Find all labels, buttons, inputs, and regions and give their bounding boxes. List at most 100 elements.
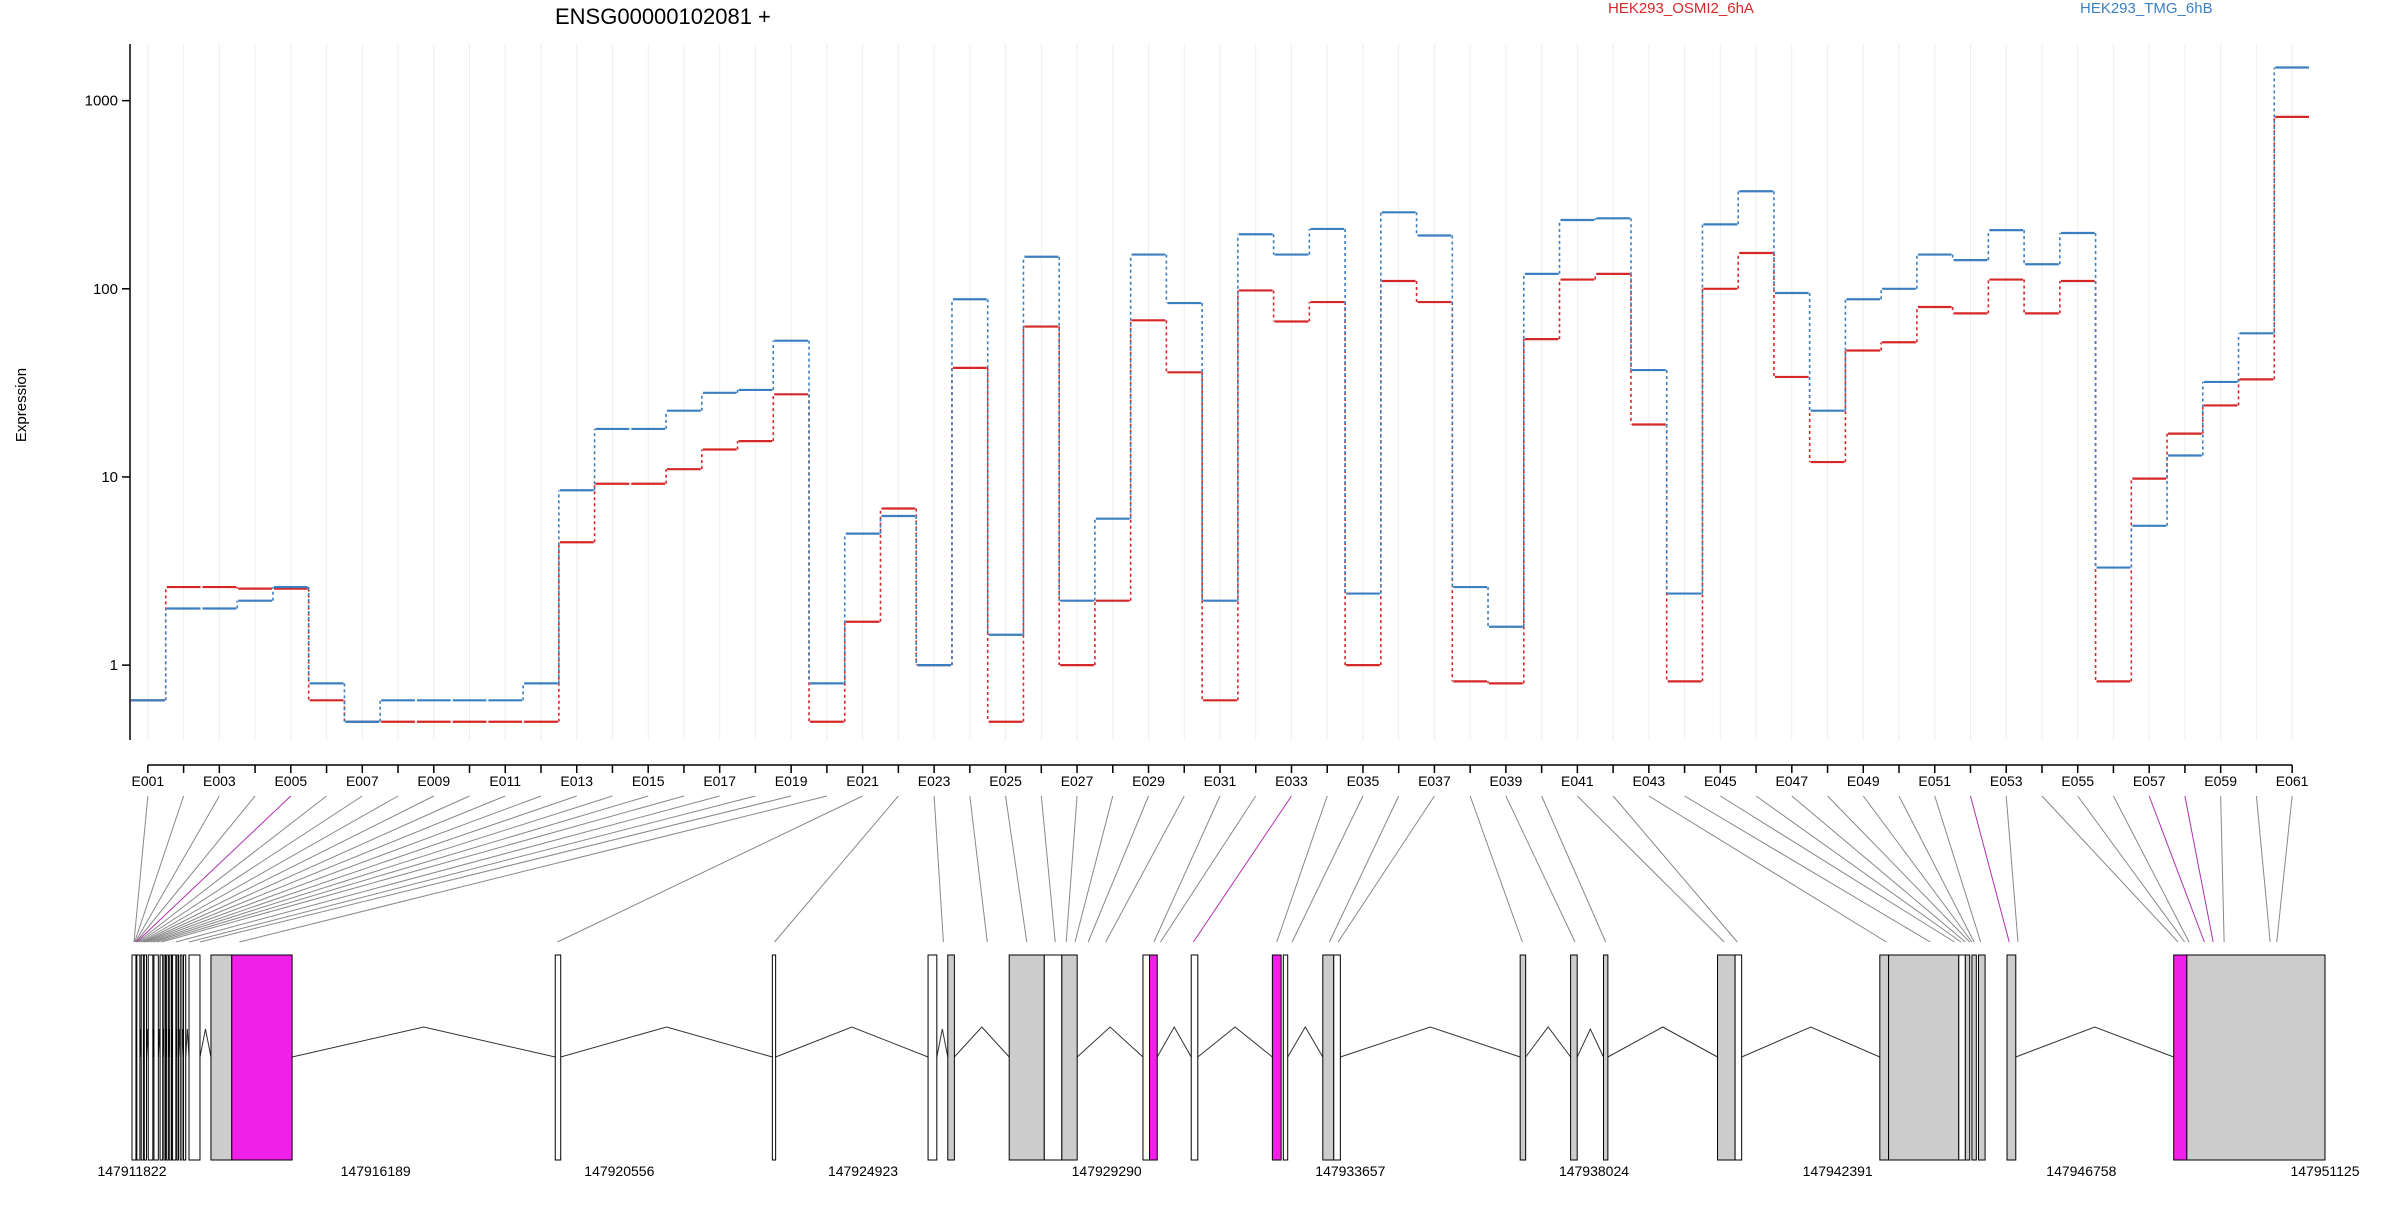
connector-line (1074, 795, 1114, 943)
connector-line (1862, 795, 1973, 943)
x-tick-label: E039 (1490, 773, 1523, 789)
exon-block (231, 954, 293, 1161)
exon-block (1149, 954, 1158, 1161)
connector-line (2041, 795, 2179, 943)
x-tick-label: E021 (846, 773, 879, 789)
intron-line (1156, 1025, 1192, 1058)
intron-line (954, 1026, 1010, 1058)
connector-line (1160, 795, 1257, 943)
connector-line (138, 795, 363, 943)
y-tick-label: 10 (101, 469, 118, 486)
exon-block (172, 954, 177, 1161)
exon-block (1190, 954, 1199, 1161)
exon-block (1978, 954, 1986, 1161)
exon-block (183, 954, 187, 1161)
connector-line (1684, 795, 1931, 943)
connector-line (147, 795, 542, 943)
exon-block (1570, 954, 1578, 1161)
exon-block (169, 954, 172, 1161)
connector-line (188, 795, 756, 943)
exon-block (1879, 954, 1890, 1161)
connector-line (133, 795, 149, 943)
x-tick-label: E045 (1704, 773, 1737, 789)
connector-line (175, 795, 720, 943)
exon-block (163, 954, 167, 1161)
connector-line (2005, 795, 2019, 943)
connector-line (2255, 795, 2271, 943)
connector-line (1105, 795, 1185, 943)
connector-line (2220, 795, 2225, 943)
exon-block (1008, 954, 1045, 1161)
connector-line (150, 795, 577, 943)
legend-series-b: HEK293_TMG_6hB (2080, 0, 2213, 17)
connector-line (2184, 795, 2214, 943)
intron-line (1197, 1026, 1273, 1058)
intron-line (936, 1028, 949, 1058)
connector-line (1970, 795, 2010, 943)
x-tick-label: E037 (1418, 773, 1451, 789)
x-tick-label: E003 (203, 773, 236, 789)
connector-line (1065, 795, 1078, 943)
y-tick-label: 100 (93, 281, 118, 298)
genomic-coordinate-label: 147951125 (2290, 1163, 2359, 1179)
exon-connectors (133, 795, 2293, 943)
connector-line (1755, 795, 1962, 943)
connector-line (161, 795, 685, 943)
intron-line (775, 1026, 929, 1058)
x-tick-label: E033 (1275, 773, 1308, 789)
x-tick-label: E041 (1561, 773, 1594, 789)
x-tick-label: E027 (1061, 773, 1094, 789)
axes: 1 10 100 1000 E001 E003 E005 E007 E009 E011 E013 E0… (85, 44, 2309, 789)
connector-line (239, 795, 828, 943)
genomic-coordinate-label: 147946758 (2046, 1163, 2116, 1179)
connector-line (1898, 795, 1975, 943)
connector-line (199, 795, 792, 943)
x-tick-label: E055 (2061, 773, 2094, 789)
x-tick-label: E047 (1775, 773, 1808, 789)
x-tick-label: E009 (417, 773, 450, 789)
connector-line (1328, 795, 1400, 943)
x-tick-label: E023 (918, 773, 951, 789)
x-tick-label: E019 (775, 773, 808, 789)
exon-block (2186, 954, 2326, 1161)
connector-line (1153, 795, 1221, 943)
connector-line (134, 795, 220, 943)
intron-line (1525, 1026, 1572, 1058)
connector-line (141, 795, 434, 943)
connector-line (1827, 795, 1971, 943)
x-tick-label: E015 (632, 773, 665, 789)
x-tick-label: E053 (1990, 773, 2023, 789)
y-tick-label: 1000 (85, 93, 118, 110)
connector-line (145, 795, 506, 943)
genomic-coordinate-label: 147938024 (1559, 1163, 1629, 1179)
intron-line (185, 1028, 190, 1058)
exon-block (159, 954, 164, 1161)
series-2 (131, 66, 2309, 723)
connector-line (137, 795, 327, 943)
exon-block (1142, 954, 1151, 1161)
genomic-coordinate-label: 147929290 (1072, 1163, 1142, 1179)
intron-line (1340, 1026, 1521, 1058)
connector-line (143, 795, 470, 943)
connector-line (2077, 795, 2186, 943)
x-tick-label: E061 (2276, 773, 2309, 789)
exon-block (136, 954, 141, 1161)
exon-block (1888, 954, 1960, 1161)
exon-block (143, 954, 147, 1161)
connector-line (153, 795, 613, 943)
exon-block (166, 954, 169, 1161)
exon-block (210, 954, 233, 1161)
intron-line (1576, 1027, 1604, 1058)
exon-block (1964, 954, 1971, 1161)
exon-block (2006, 954, 2017, 1161)
intron-line (1076, 1026, 1144, 1058)
intron-line (2015, 1026, 2174, 1058)
exon-block (554, 954, 562, 1161)
x-tick-label: E051 (1918, 773, 1951, 789)
connector-line (774, 795, 899, 943)
x-tick-label: E017 (703, 773, 736, 789)
exon-block (1519, 954, 1527, 1161)
x-tick-label: E005 (274, 773, 307, 789)
